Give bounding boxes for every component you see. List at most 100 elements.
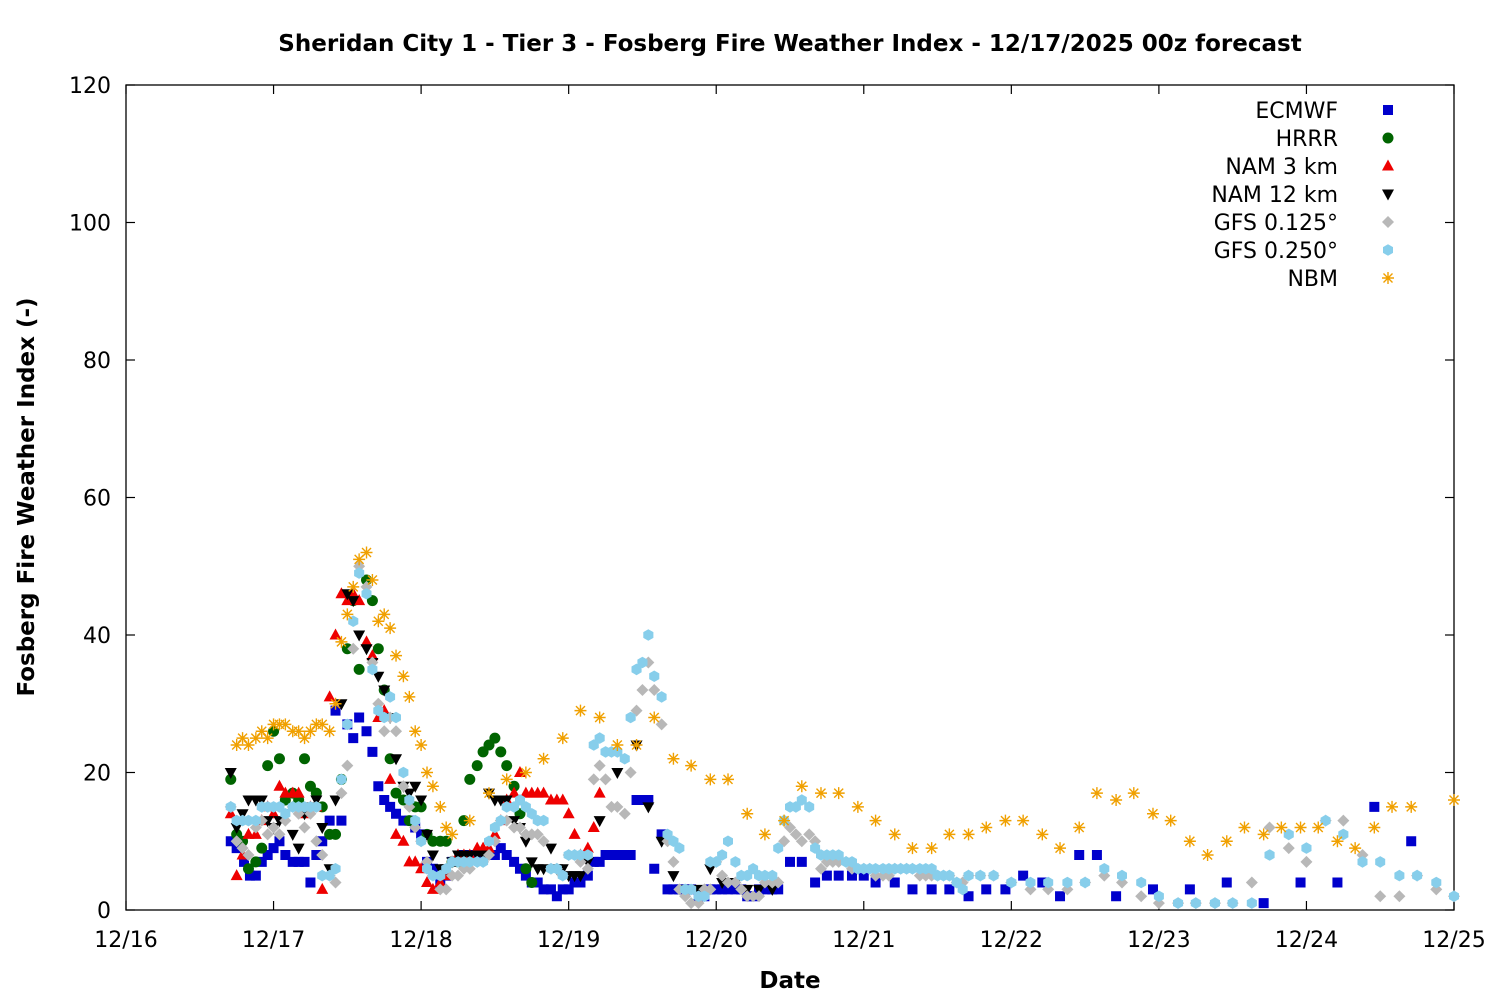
data-point <box>649 863 660 874</box>
data-point <box>814 787 827 800</box>
data-point <box>390 754 403 766</box>
data-point <box>649 670 660 682</box>
data-point <box>409 855 422 867</box>
data-point <box>421 766 434 779</box>
x-tick-label: 12/21 <box>832 928 895 953</box>
data-point <box>230 823 243 834</box>
data-point <box>366 574 379 586</box>
data-point <box>280 850 291 860</box>
series-6 <box>230 546 1460 861</box>
x-tick-label: 12/20 <box>685 928 748 953</box>
data-point <box>416 829 427 840</box>
data-point <box>723 835 733 847</box>
data-point <box>316 849 329 861</box>
data-point <box>699 890 710 902</box>
data-point <box>421 829 434 841</box>
data-point <box>398 766 409 779</box>
data-point <box>795 835 808 848</box>
data-point <box>286 829 299 841</box>
data-point <box>1073 821 1086 834</box>
data-point <box>520 870 531 881</box>
data-point <box>361 588 372 600</box>
data-point <box>833 870 844 881</box>
data-point <box>544 843 557 855</box>
data-point <box>999 814 1012 827</box>
data-point <box>1110 794 1123 806</box>
legend-label: ECMWF <box>1255 99 1338 124</box>
data-point <box>367 663 378 676</box>
data-point <box>741 807 754 820</box>
data-point <box>759 884 770 895</box>
data-point <box>500 795 513 807</box>
data-point <box>742 869 753 882</box>
data-point <box>1337 814 1350 827</box>
data-point <box>478 856 489 868</box>
data-point <box>926 863 937 875</box>
data-point <box>804 801 815 813</box>
data-point <box>250 870 261 881</box>
data-point <box>1300 855 1313 868</box>
data-point <box>611 768 624 779</box>
data-point <box>611 800 624 813</box>
data-point <box>236 732 249 745</box>
data-point <box>354 567 365 579</box>
data-point <box>556 732 569 745</box>
data-point <box>667 871 680 883</box>
data-point <box>795 780 808 793</box>
data-point <box>341 608 354 621</box>
data-point <box>378 685 391 697</box>
data-point <box>704 773 717 786</box>
data-point <box>730 856 741 868</box>
data-point <box>242 739 255 751</box>
data-point <box>962 828 975 841</box>
data-point <box>1227 897 1238 909</box>
data-point <box>944 884 955 895</box>
data-point <box>482 841 495 853</box>
data-point <box>1111 891 1122 902</box>
data-point <box>1000 884 1011 895</box>
data-point <box>1136 876 1147 889</box>
data-point <box>988 869 999 882</box>
data-point <box>637 656 648 669</box>
data-point <box>397 670 410 683</box>
data-point <box>963 869 974 882</box>
data-point <box>230 835 243 848</box>
data-point <box>299 753 311 765</box>
data-point <box>242 863 254 875</box>
data-point <box>1164 814 1177 827</box>
data-point <box>1055 891 1066 902</box>
data-point <box>662 828 673 841</box>
data-point <box>925 842 938 855</box>
data-point <box>471 760 483 772</box>
data-point <box>391 711 401 724</box>
data-point <box>1221 877 1232 888</box>
data-point <box>814 862 827 875</box>
data-points <box>224 546 1460 910</box>
data-point <box>582 870 593 881</box>
data-point <box>385 691 396 703</box>
data-point <box>532 877 543 888</box>
data-point <box>372 643 384 655</box>
data-point <box>353 663 365 675</box>
data-point <box>662 884 673 895</box>
data-point <box>292 843 305 855</box>
data-point <box>906 842 919 855</box>
data-point <box>441 863 452 875</box>
data-point <box>767 869 778 882</box>
data-point <box>810 877 821 888</box>
data-point <box>249 732 262 745</box>
data-point <box>625 711 636 724</box>
data-point <box>1332 877 1343 888</box>
data-point <box>513 821 526 834</box>
data-point <box>409 725 422 738</box>
data-point <box>323 690 336 702</box>
data-point <box>531 828 544 841</box>
data-point <box>426 882 439 894</box>
data-point <box>427 863 438 874</box>
legend-marker <box>1383 105 1393 115</box>
data-point <box>551 891 562 902</box>
data-point <box>1264 849 1275 861</box>
data-point <box>1301 842 1312 854</box>
data-point <box>643 795 654 805</box>
